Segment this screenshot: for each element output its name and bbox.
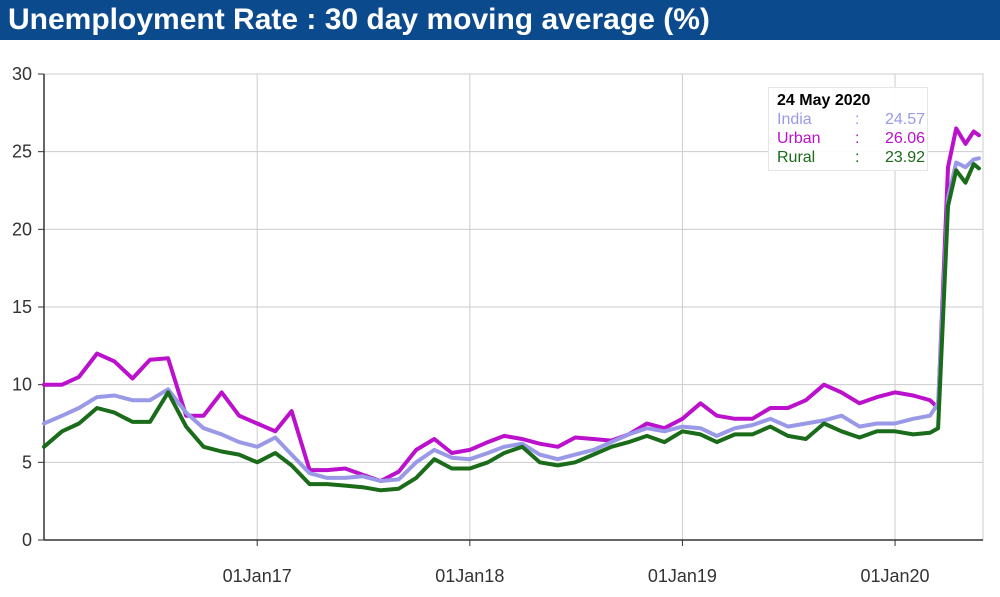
tooltip-row-rural: Rural : 23.92 (777, 148, 927, 167)
tick-labels: 0 5 10 15 20 25 30 01Jan17 01Jan18 01Jan19 01Jan20 (12, 64, 930, 586)
series-line-india (42, 156, 981, 483)
tooltip-value: 24.57 (884, 111, 925, 128)
series-lines (42, 126, 981, 493)
y-tick-label: 0 (22, 530, 32, 550)
y-tick-label: 5 (22, 452, 32, 472)
hover-tooltip: 24 May 2020 India : 24.57 Urban : 26.06 … (768, 87, 928, 171)
x-tick-label: 01Jan17 (223, 566, 292, 586)
y-tick-label: 30 (12, 64, 32, 84)
tooltip-separator: : (855, 149, 860, 166)
x-tick-label: 01Jan20 (861, 566, 930, 586)
y-tick-label: 15 (12, 297, 32, 317)
line-chart: 0 5 10 15 20 25 30 01Jan17 01Jan18 01Jan19 01Jan20 (12, 64, 984, 586)
x-tick-label: 01Jan19 (648, 566, 717, 586)
tooltip-row-urban: Urban : 26.06 (777, 129, 927, 148)
tooltip-series-name: Rural (777, 149, 816, 166)
tooltip-date: 24 May 2020 (777, 92, 871, 109)
chart-title: Unemployment Rate : 30 day moving averag… (0, 0, 1000, 40)
tooltip-value: 26.06 (884, 130, 925, 147)
y-tick-label: 10 (12, 375, 32, 395)
tooltip-row-india: India : 24.57 (777, 110, 927, 129)
series-line-urban (42, 126, 981, 483)
y-tick-label: 25 (12, 142, 32, 162)
tooltip-separator: : (855, 130, 860, 147)
x-tick-label: 01Jan18 (435, 566, 504, 586)
tooltip-separator: : (855, 111, 860, 128)
tooltip-series-name: India (777, 111, 812, 128)
series-line-rural (42, 162, 981, 493)
y-tick-label: 20 (12, 219, 32, 239)
tooltip-value: 23.92 (884, 149, 925, 166)
tooltip-series-name: Urban (777, 130, 821, 147)
axes (38, 73, 983, 546)
